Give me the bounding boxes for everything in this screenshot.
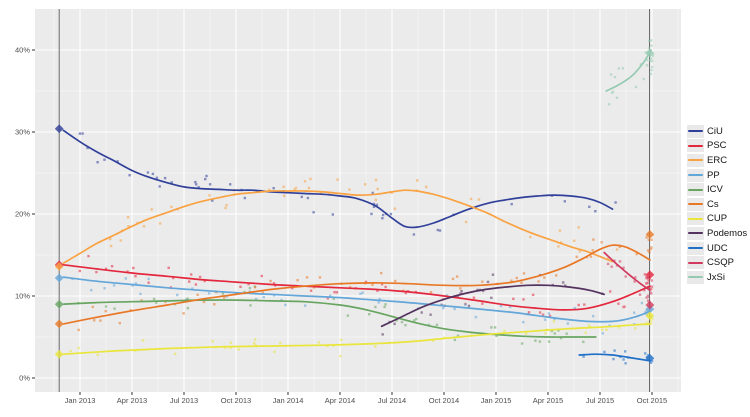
legend-key-line	[687, 197, 704, 211]
trend-lines	[62, 49, 652, 362]
result-diamond-erc	[54, 262, 64, 271]
trend-line-udc	[578, 353, 651, 362]
trend-line-erc	[62, 189, 614, 265]
legend-item-udc: UDC	[687, 241, 747, 256]
legend-key-line	[687, 241, 704, 255]
legend-key-line	[687, 256, 704, 270]
legend: CiU PSC ERC PP ICV Cs CUP Podemos UDC CSQP JxSi	[687, 124, 747, 285]
y-tick-label: 30%	[15, 128, 30, 137]
x-tick-label: Jul 2013	[170, 396, 198, 405]
legend-key-line	[687, 139, 704, 153]
legend-label: ERC	[707, 154, 728, 166]
result-diamond-csqp	[645, 300, 655, 310]
trend-line-podemos	[380, 284, 606, 328]
trend-line-cup	[62, 323, 651, 356]
trend-line-icv	[62, 299, 597, 338]
x-tick-label: Jul 2015	[586, 396, 614, 405]
trend-line-jxsi	[605, 49, 652, 92]
election-result-diamonds	[54, 48, 655, 363]
legend-item-icv: ICV	[687, 182, 747, 197]
result-diamond-cup	[645, 311, 655, 321]
trend-line-ciu	[62, 129, 614, 229]
legend-key-line	[687, 270, 704, 284]
x-tick-label: Jan 2013	[65, 396, 96, 405]
y-tick-label: 0%	[19, 374, 30, 383]
legend-item-jxsi: JxSi	[687, 270, 747, 285]
legend-item-ciu: CiU	[687, 124, 747, 139]
result-diamond-jxsi	[645, 48, 655, 58]
legend-label: JxSi	[707, 271, 725, 283]
x-tick-label: Apr 2014	[325, 396, 355, 405]
trend-line-pp	[62, 276, 651, 323]
result-diamond-psc	[645, 270, 655, 280]
y-tick-label: 20%	[15, 210, 30, 219]
legend-key-line	[687, 212, 704, 226]
x-tick-label: Oct 2013	[221, 396, 251, 405]
axes: Jan 2013 Apr 2013 Jul 2013 Oct 2013 Jan 2014…	[15, 46, 667, 405]
result-diamond-cs	[645, 230, 655, 239]
legend-label: PSC	[707, 140, 727, 152]
y-tick-label: 10%	[15, 292, 30, 301]
legend-label: CUP	[707, 213, 728, 225]
legend-label: CiU	[707, 125, 723, 137]
scatter-ciu	[78, 132, 617, 236]
legend-key-line	[687, 226, 704, 240]
legend-item-cup: CUP	[687, 212, 747, 227]
x-tick-label: Jan 2014	[273, 396, 304, 405]
legend-label: UDC	[707, 242, 728, 254]
legend-key-line	[687, 153, 704, 167]
legend-item-erc: ERC	[687, 153, 747, 168]
trend-line-psc	[62, 263, 651, 311]
legend-label: Podemos	[707, 227, 748, 239]
x-tick-label: Jan 2015	[481, 396, 512, 405]
scatter-icv	[77, 285, 585, 345]
trend-line-csqp	[603, 251, 651, 292]
legend-item-psc: PSC	[687, 139, 747, 154]
legend-label: Cs	[707, 198, 719, 210]
legend-item-podemos: Podemos	[687, 226, 747, 241]
legend-label: PP	[707, 169, 720, 181]
legend-item-cs: Cs	[687, 197, 747, 212]
x-tick-label: Oct 2014	[429, 396, 459, 405]
legend-item-pp: PP	[687, 168, 747, 183]
result-diamond-cs	[54, 319, 64, 329]
legend-key-line	[687, 168, 704, 182]
x-tick-label: Apr 2013	[117, 396, 147, 405]
x-tick-label: Oct 2015	[637, 396, 667, 405]
legend-label: ICV	[707, 184, 723, 196]
result-diamond-pp	[54, 273, 64, 283]
trend-line-cs	[62, 244, 651, 325]
result-diamond-cup	[54, 349, 64, 359]
legend-label: CSQP	[707, 257, 734, 269]
result-diamond-icv	[54, 299, 64, 309]
legend-key-line	[687, 124, 704, 138]
legend-item-csqp: CSQP	[687, 255, 747, 270]
x-tick-label: Apr 2015	[533, 396, 563, 405]
result-diamond-udc	[645, 353, 655, 363]
legend-key-line	[687, 183, 704, 197]
y-tick-label: 40%	[15, 46, 30, 55]
x-tick-label: Jul 2014	[378, 396, 406, 405]
